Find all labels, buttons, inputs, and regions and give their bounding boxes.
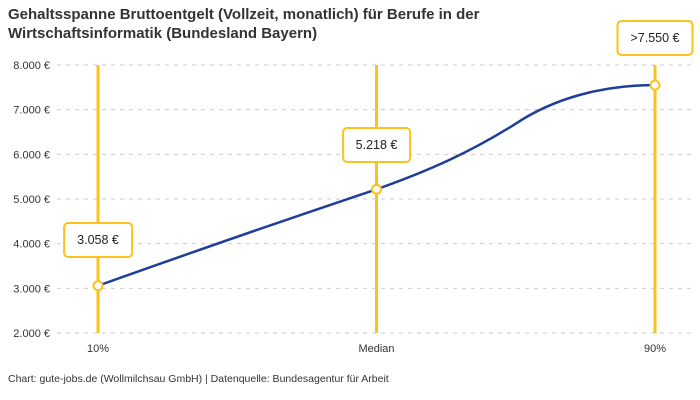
point-label-median: 5.218 € (341, 127, 412, 163)
chart-title-line2: Wirtschaftsinformatik (Bundesland Bayern… (8, 25, 318, 42)
chart-title-line1: Gehaltsspanne Bruttoentgelt (Vollzeit, m… (8, 6, 480, 23)
point-label-90th-percentile: >7.550 € (616, 20, 694, 56)
y-axis-tick-label: 6.000 € (13, 149, 50, 161)
y-axis-tick-label: 2.000 € (13, 328, 50, 340)
data-point-marker (649, 79, 661, 91)
y-axis-tick-label: 3.000 € (13, 283, 50, 295)
chart-credit: Chart: gute-jobs.de (Wollmilchsau GmbH) … (8, 373, 389, 385)
chart-title: Gehaltsspanne Bruttoentgelt (Vollzeit, m… (8, 5, 479, 43)
y-axis-tick-label: 8.000 € (13, 60, 50, 72)
point-label-10th-percentile: 3.058 € (63, 222, 133, 258)
data-point-marker (371, 183, 382, 195)
x-axis-tick-label: 10% (87, 343, 109, 355)
x-axis-tick-label: Median (358, 343, 394, 355)
y-axis-tick-label: 5.000 € (13, 194, 50, 206)
y-axis-tick-label: 7.000 € (13, 105, 50, 117)
data-point-marker (92, 280, 104, 292)
x-axis-tick-label: 90% (644, 343, 666, 355)
y-axis-tick-label: 4.000 € (13, 239, 50, 251)
salary-curve (97, 83, 656, 287)
